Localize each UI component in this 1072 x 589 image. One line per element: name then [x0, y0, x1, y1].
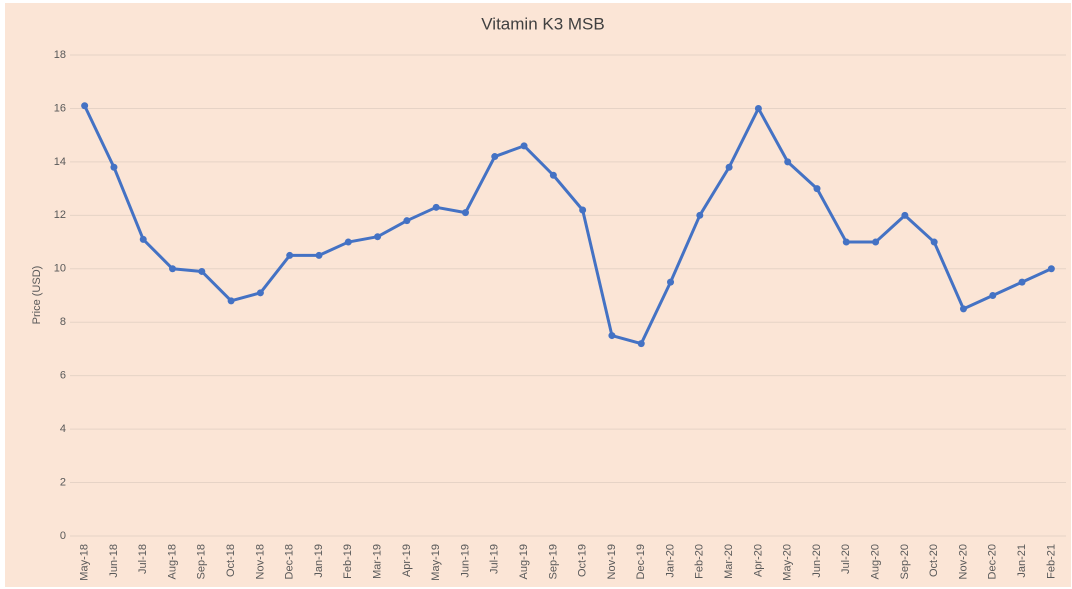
- y-tick-label: 12: [54, 209, 66, 221]
- marker: [842, 238, 850, 246]
- marker: [227, 297, 235, 305]
- marker: [520, 142, 528, 150]
- marker: [461, 209, 469, 217]
- marker: [696, 211, 704, 219]
- x-tick-label: Oct-19: [577, 544, 589, 577]
- x-tick-label: Aug-18: [166, 544, 178, 579]
- x-tick-label: Jan-21: [1016, 544, 1028, 578]
- marker: [667, 278, 675, 286]
- marker: [872, 238, 880, 246]
- marker: [813, 185, 821, 193]
- x-tick-label: Dec-19: [635, 544, 647, 579]
- x-tick-label: Apr-20: [752, 544, 764, 577]
- x-tick-label: Feb-20: [694, 544, 706, 579]
- x-tick-label: Sep-18: [196, 544, 208, 579]
- x-tick-label: Oct-18: [225, 544, 237, 577]
- x-tick-label: Sep-20: [899, 544, 911, 579]
- marker: [989, 292, 997, 299]
- x-tick-label: Feb-19: [342, 544, 354, 579]
- x-tick-label: Aug-20: [869, 544, 881, 579]
- chart-title: Vitamin K3 MSB: [481, 14, 604, 33]
- x-tick-label: Jul-20: [840, 544, 852, 574]
- y-tick-label: 4: [60, 423, 66, 435]
- x-tick-label: Jul-19: [489, 544, 501, 574]
- marker: [139, 235, 147, 243]
- x-tick-label: May-20: [782, 544, 794, 581]
- y-tick-label: 14: [54, 156, 66, 168]
- y-tick-label: 6: [60, 370, 66, 382]
- y-tick-label: 10: [54, 263, 66, 275]
- x-tick-label: Feb-21: [1045, 544, 1057, 579]
- chart-background: [5, 3, 1071, 587]
- x-tick-label: May-19: [430, 544, 442, 581]
- x-tick-label: Dec-18: [284, 544, 296, 579]
- x-tick-label: Jun-19: [459, 544, 471, 578]
- y-tick-label: 16: [54, 102, 66, 114]
- marker: [256, 289, 264, 297]
- marker: [901, 211, 909, 219]
- marker: [1047, 265, 1055, 273]
- marker: [754, 104, 762, 112]
- marker: [608, 332, 616, 340]
- marker: [374, 233, 382, 241]
- marker: [959, 305, 967, 313]
- marker: [491, 153, 499, 161]
- marker: [579, 206, 587, 214]
- marker: [549, 171, 557, 179]
- x-tick-label: Sep-19: [547, 544, 559, 579]
- marker: [1018, 278, 1026, 286]
- x-tick-label: Jun-20: [811, 544, 823, 578]
- x-tick-label: Nov-19: [606, 544, 618, 579]
- marker: [930, 238, 938, 246]
- marker: [432, 203, 440, 211]
- y-tick-label: 8: [60, 316, 66, 328]
- marker: [403, 217, 411, 225]
- x-tick-label: May-18: [79, 544, 91, 581]
- x-tick-label: Nov-20: [957, 544, 969, 579]
- x-tick-label: Aug-19: [518, 544, 530, 579]
- marker: [110, 163, 118, 171]
- x-tick-label: Jan-20: [664, 544, 676, 578]
- x-tick-label: Nov-18: [254, 544, 266, 579]
- marker: [198, 267, 206, 275]
- line: [83, 105, 1052, 346]
- x-tick-label: Apr-19: [401, 544, 413, 577]
- x-tick-label: Jan-19: [313, 544, 325, 578]
- marker: [784, 158, 792, 166]
- marker: [315, 251, 323, 259]
- x-tick-label: Mar-20: [723, 544, 735, 579]
- marker: [725, 163, 733, 171]
- marker: [81, 102, 89, 110]
- x-tick-label: Mar-19: [371, 544, 383, 579]
- y-axis-label: Price (USD): [31, 266, 43, 325]
- marker: [286, 251, 294, 259]
- marker: [344, 238, 352, 246]
- marker: [637, 340, 645, 348]
- x-tick-label: Oct-20: [928, 544, 940, 577]
- y-tick-label: 2: [60, 476, 66, 488]
- x-tick-label: Dec-20: [987, 544, 999, 579]
- x-tick-label: Jun-18: [108, 544, 120, 578]
- y-tick-label: 0: [60, 530, 66, 542]
- y-tick-label: 18: [54, 49, 66, 61]
- x-tick-label: Jul-18: [137, 544, 149, 574]
- marker: [169, 265, 177, 273]
